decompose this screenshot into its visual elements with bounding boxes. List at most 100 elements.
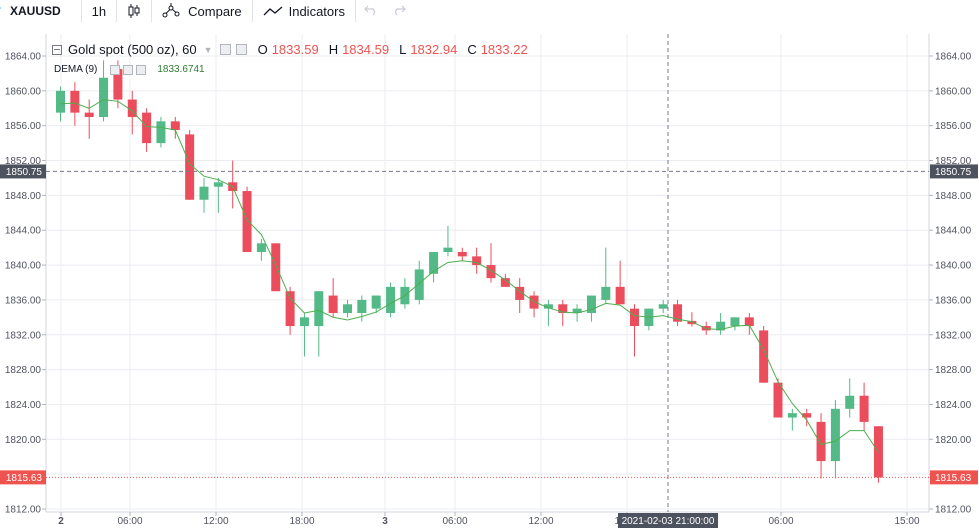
time-tick-label: 06:00 bbox=[117, 516, 142, 527]
candle bbox=[386, 282, 396, 318]
candle-body bbox=[299, 317, 309, 327]
candle bbox=[787, 408, 797, 431]
time-tick-label: 2 bbox=[58, 516, 64, 527]
candle bbox=[84, 99, 94, 139]
candle-body bbox=[285, 291, 295, 327]
candle bbox=[759, 326, 769, 383]
price-tick-label: 1836.00 bbox=[5, 295, 42, 306]
candle-body bbox=[84, 112, 94, 117]
close-icon[interactable] bbox=[136, 64, 147, 75]
candle bbox=[328, 278, 338, 318]
open-value: 1833.59 bbox=[271, 42, 319, 57]
candle-body bbox=[142, 112, 152, 144]
price-tick-label: 1860.00 bbox=[935, 86, 972, 97]
candle bbox=[859, 382, 869, 431]
redo-icon[interactable] bbox=[392, 4, 406, 19]
crosshair-badge bbox=[0, 164, 46, 179]
candle-body bbox=[256, 243, 266, 253]
candle bbox=[486, 243, 496, 283]
close-label: C bbox=[467, 42, 477, 57]
price-tick-label: 1836.00 bbox=[935, 295, 972, 306]
compare-button[interactable]: Compare bbox=[152, 0, 253, 22]
candle-body bbox=[185, 134, 195, 200]
time-tick-label: 06:00 bbox=[442, 516, 467, 527]
candle-body bbox=[558, 304, 568, 313]
active-indicator bbox=[0, 4, 1, 12]
candle bbox=[457, 247, 467, 261]
candle-body bbox=[314, 291, 324, 327]
candle-body bbox=[472, 256, 482, 266]
candle-body bbox=[457, 252, 467, 257]
undo-icon[interactable] bbox=[364, 4, 378, 19]
last-price-badge bbox=[0, 470, 46, 485]
candle bbox=[343, 299, 352, 318]
candle-body bbox=[199, 186, 209, 200]
candle bbox=[873, 426, 883, 483]
candle bbox=[472, 247, 482, 274]
chart-type-button[interactable] bbox=[117, 0, 153, 22]
eye-icon[interactable] bbox=[219, 44, 231, 55]
crosshair-time-text: 2021-02-03 21:00:00 bbox=[622, 516, 715, 527]
candle-body bbox=[486, 265, 496, 279]
candle bbox=[730, 317, 740, 331]
candle bbox=[802, 408, 812, 427]
candle bbox=[314, 291, 324, 357]
interval-button[interactable]: 1h bbox=[82, 0, 118, 22]
low-value: 1832.94 bbox=[410, 42, 458, 57]
candle bbox=[357, 295, 367, 322]
compare-icon bbox=[162, 3, 182, 19]
last-price-text: 1815.63 bbox=[935, 473, 972, 484]
candle-body bbox=[99, 77, 109, 117]
candle-body bbox=[56, 90, 65, 113]
candle bbox=[70, 82, 80, 126]
settings-icon[interactable] bbox=[235, 44, 247, 55]
price-tick-label: 1848.00 bbox=[935, 191, 972, 202]
collapse-icon[interactable] bbox=[52, 44, 62, 55]
candle bbox=[515, 278, 525, 313]
candle-body bbox=[386, 286, 396, 313]
candle bbox=[285, 286, 295, 335]
price-tick-label: 1820.00 bbox=[5, 435, 42, 446]
price-tick-label: 1852.00 bbox=[5, 156, 42, 167]
indicators-button[interactable]: Indicators bbox=[253, 0, 356, 22]
candle-body bbox=[271, 243, 281, 292]
candle-body bbox=[443, 247, 453, 253]
candle-body bbox=[357, 299, 367, 313]
candle bbox=[299, 312, 309, 357]
crosshair-price-text: 1850.75 bbox=[935, 167, 972, 178]
eye-icon[interactable] bbox=[110, 64, 121, 75]
time-tick-label: 18:00 bbox=[289, 516, 314, 527]
price-tick-label: 1812.00 bbox=[935, 505, 972, 516]
candle bbox=[845, 378, 855, 418]
candle-body bbox=[816, 421, 826, 462]
candle-body bbox=[759, 330, 769, 383]
top-toolbar: XAUUSD 1h Compare Indicators bbox=[0, 0, 979, 23]
candle-body bbox=[170, 121, 180, 131]
candle bbox=[199, 177, 209, 213]
candle bbox=[744, 312, 754, 335]
candle-body bbox=[859, 395, 869, 422]
candle-body bbox=[787, 413, 797, 418]
high-value: 1834.59 bbox=[342, 42, 390, 57]
candle-body bbox=[658, 304, 668, 309]
candle bbox=[773, 378, 783, 418]
crosshair-badge bbox=[930, 164, 978, 179]
candle bbox=[443, 225, 453, 257]
last-price-label-right: 1815.63 bbox=[930, 470, 978, 485]
price-chart[interactable]: 1812.001816.001820.001824.001828.001832.… bbox=[0, 22, 979, 528]
candle bbox=[99, 60, 109, 122]
last-price-label-left: 1815.63 bbox=[0, 470, 46, 485]
crosshair-price-label-left: 1850.75 bbox=[0, 164, 46, 179]
candle bbox=[156, 116, 166, 148]
candle bbox=[586, 295, 596, 322]
grid-lines bbox=[45, 34, 930, 513]
candle bbox=[271, 243, 281, 292]
candle bbox=[256, 238, 266, 261]
chevron-down-icon[interactable]: ▼ bbox=[203, 44, 213, 55]
settings-icon[interactable] bbox=[123, 64, 134, 75]
price-tick-label: 1812.00 bbox=[5, 505, 42, 516]
time-tick-label: 06:00 bbox=[768, 516, 793, 527]
symbol-search[interactable]: XAUUSD bbox=[0, 0, 82, 22]
indicators-label: Indicators bbox=[288, 3, 345, 19]
candle bbox=[213, 177, 223, 213]
